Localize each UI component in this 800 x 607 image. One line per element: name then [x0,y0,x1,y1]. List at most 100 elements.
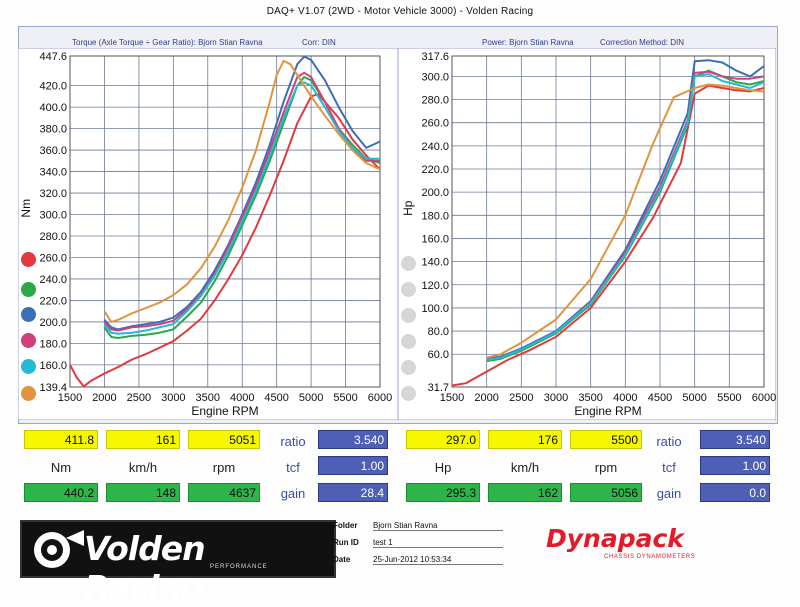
ratio-value[interactable]: 3.540 [318,430,388,449]
y-tick-label: 240.0 [39,274,67,286]
series-line-red [451,84,765,387]
x-tick-label: 5000 [299,392,323,404]
x-tick-label: 3000 [544,392,568,404]
y-tick-label: 160.0 [421,233,449,245]
legend-green-dot[interactable] [21,282,36,297]
y-tick-label: 380.0 [39,124,67,136]
legend-grey-dot[interactable] [401,282,416,297]
power-header: Power: Bjorn Stian Ravna [482,38,574,47]
legend-cyan-dot[interactable] [21,359,36,374]
readout-value: 162 [488,483,562,502]
readout-value: 161 [106,430,180,449]
y-tick-label: 280.0 [421,95,449,107]
tcf-value[interactable]: 1.00 [318,456,388,475]
readout-value: 5056 [570,483,642,502]
x-tick-label: 5000 [682,392,706,404]
x-tick-label: 4000 [613,392,637,404]
series-line-pink [103,71,380,332]
y-tick-label: 420.0 [39,81,67,93]
y-tick-label: 360.0 [39,145,67,157]
y-tick-label: 180.0 [39,338,67,350]
dynapack-subtitle: CHASSIS DYNAMOMETERS [604,554,696,560]
legend-grey-dot[interactable] [401,256,416,271]
y-tick-label: 120.0 [421,280,449,292]
readout-value: 440.2 [24,483,98,502]
x-tick-label: 4500 [264,392,288,404]
legend-blue-dot[interactable] [21,307,36,322]
legend-grey-dot[interactable] [401,334,416,349]
x-axis-label: Engine RPM [191,404,258,418]
y-tick-label: 220.0 [39,295,67,307]
y-tick-label: 260.0 [39,252,67,264]
readout-value: 411.8 [24,430,98,449]
y-tick-label: 31.7 [428,382,449,394]
plot-border [451,55,765,388]
ratio-label: ratio [656,434,682,449]
legend-orange-dot[interactable] [21,386,36,401]
readout-value: 5500 [570,430,642,449]
y-tick-label: 140.0 [421,257,449,269]
y-tick-label: 300.0 [421,71,449,83]
legend-red-dot[interactable] [21,252,36,267]
gain-value[interactable]: 28.4 [318,483,388,502]
y-tick-label: 240.0 [421,141,449,153]
readout-value: 5051 [188,430,260,449]
power-chart: 1500 2000 2500 3000 3500 4000 4500 5000 5500 6000… [398,48,776,420]
plot-background [398,48,776,420]
x-axis-label: Engine RPM [574,404,641,418]
x-tick-label: 3500 [578,392,602,404]
y-tick-label: 400.0 [39,102,67,114]
gain-value[interactable]: 0.0 [700,483,770,502]
series-line-orange [103,59,381,323]
report-footer: Volden Racing PERFORMANCE Folder Bjorn S… [18,518,778,607]
torque-corr: Corr: DIN [302,38,336,47]
x-tick-label: 4000 [230,392,254,404]
turbo-icon [34,530,84,568]
y-tick-label: 60.0 [428,349,449,361]
x-tick-label: 5500 [333,392,357,404]
y-tick-label: 200.0 [421,187,449,199]
power-corr: Correction Method: DIN [600,38,685,47]
ratio-value[interactable]: 3.540 [700,430,770,449]
x-tick-label: 1500 [58,392,82,404]
tcf-label: tcf [662,460,676,475]
x-tick-label: 3000 [161,392,185,404]
series-line-cyan [486,73,765,361]
x-tick-label: 3500 [196,392,220,404]
tcf-label: tcf [286,460,300,475]
y-tick-label: 320.0 [39,188,67,200]
readout-value: 176 [488,430,562,449]
series-line-orange [486,83,765,359]
legend-grey-dot[interactable] [401,360,416,375]
unit-label: Nm [50,460,72,475]
legend-grey-dot[interactable] [401,308,416,323]
logo-text: Volden Racing [84,529,206,607]
unit-label: Hp [434,460,452,475]
legend-pink-dot[interactable] [21,333,36,348]
x-tick-label: 1500 [440,392,464,404]
x-tick-label: 6000 [368,392,392,404]
gain-label: gain [656,486,682,501]
legend-grey-dot[interactable] [401,386,416,401]
unit-label: km/h [510,460,540,475]
series-line-cyan [103,81,380,335]
date-label: Date [333,555,351,564]
y-tick-label: 100.0 [421,303,449,315]
folder-label: Folder [333,521,358,530]
app-title: DAQ+ V1.07 (2WD - Motor Vehicle 3000) - … [266,6,534,17]
y-tick-label: 317.6 [421,51,449,63]
power-readout-panel: 297.0 176 5500 Hp km/h rpm 295.3 162 505… [404,428,780,506]
y-axis-label: Nm [19,199,33,218]
x-tick-label: 4500 [648,392,672,404]
tcf-value[interactable]: 1.00 [700,456,770,475]
torque-chart: 1500 2000 2500 3000 3500 4000 4500 5000 5500 6000… [18,48,398,420]
x-tick-label: 6000 [752,392,776,404]
plot-border [69,55,381,388]
folder-value: Bjorn Stian Ravna [373,521,503,531]
y-tick-label: 260.0 [421,118,449,130]
y-tick-label: 220.0 [421,164,449,176]
ratio-label: ratio [280,434,306,449]
series-line-blue [486,59,765,360]
readout-value: 4637 [188,483,260,502]
y-tick-label: 80.0 [428,326,449,338]
